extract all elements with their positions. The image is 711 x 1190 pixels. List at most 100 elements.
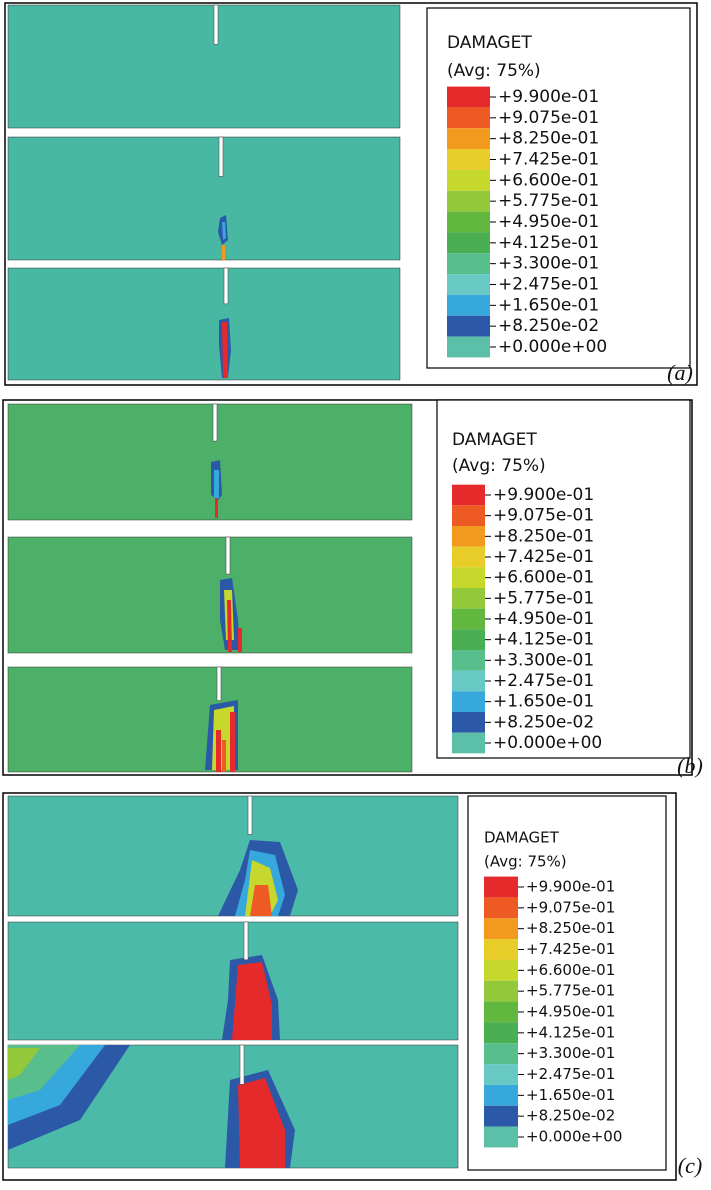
legend-swatch — [452, 567, 485, 588]
notch — [217, 667, 221, 701]
specimen-strip — [8, 137, 400, 260]
legend-level: +2.475e-01 — [498, 275, 599, 295]
legend-level: +9.075e-01 — [498, 108, 599, 128]
legend-level: +6.600e-01 — [498, 170, 599, 190]
legend-level: +8.250e-02 — [526, 1107, 615, 1125]
legend-swatch — [447, 274, 490, 295]
legend-swatch — [447, 128, 490, 149]
legend-level: +7.425e-01 — [526, 940, 615, 958]
notch — [213, 404, 217, 441]
notch — [248, 796, 252, 834]
legend-swatch — [452, 712, 485, 733]
specimen-strip — [8, 5, 400, 128]
panel-label: (c) — [678, 1153, 702, 1178]
legend-level: +4.950e-01 — [498, 212, 599, 232]
legend-level: +8.250e-01 — [526, 919, 615, 937]
damage-zone — [216, 730, 221, 772]
legend-swatch — [452, 526, 485, 547]
legend-level: +9.900e-01 — [526, 878, 615, 896]
legend-subtitle: (Avg: 75%) — [484, 853, 567, 871]
legend-swatch — [452, 671, 485, 692]
legend-swatch — [484, 1022, 518, 1043]
legend-level: +0.000e+00 — [526, 1128, 622, 1146]
legend-level: +8.250e-01 — [498, 129, 599, 149]
notch — [219, 137, 223, 176]
legend-level: +9.075e-01 — [526, 898, 615, 916]
legend-swatch — [447, 212, 490, 233]
legend-level: +4.125e-01 — [526, 1023, 615, 1041]
legend-swatch — [447, 191, 490, 212]
damage-zone — [222, 740, 226, 772]
legend-level: +6.600e-01 — [493, 568, 594, 588]
legend-level: +4.125e-01 — [498, 233, 599, 253]
legend-swatch — [447, 253, 490, 274]
legend-level: +9.075e-01 — [493, 506, 594, 526]
legend-subtitle: (Avg: 75%) — [452, 456, 546, 476]
legend-level: +0.000e+00 — [498, 337, 607, 357]
legend-swatch — [452, 505, 485, 526]
legend-swatch — [452, 650, 485, 671]
legend-level: +8.250e-01 — [493, 526, 594, 546]
notch — [240, 1045, 244, 1084]
legend-level: +9.900e-01 — [498, 87, 599, 107]
notch — [226, 537, 230, 574]
legend-swatch — [484, 918, 518, 939]
legend-level: +5.775e-01 — [493, 588, 594, 608]
legend-level: +3.300e-01 — [526, 1044, 615, 1062]
damage-zone — [238, 628, 242, 652]
legend-level: +4.950e-01 — [493, 609, 594, 629]
legend-title: DAMAGET — [452, 430, 537, 450]
legend-level: +7.425e-01 — [498, 150, 599, 170]
specimen-strip — [8, 268, 400, 380]
legend-swatch — [447, 232, 490, 253]
legend-swatch — [452, 691, 485, 712]
legend-swatch — [447, 149, 490, 170]
legend-swatch — [447, 170, 490, 191]
legend-swatch — [452, 733, 485, 754]
legend-level: +1.650e-01 — [493, 692, 594, 712]
damage-zone — [222, 245, 225, 260]
specimen-strip — [8, 537, 412, 653]
legend-swatch — [447, 107, 490, 128]
legend-level: +4.950e-01 — [526, 1003, 615, 1021]
legend-level: +8.250e-02 — [493, 712, 594, 732]
damage-zone — [230, 712, 235, 772]
legend-swatch — [447, 316, 490, 337]
legend-level: +2.475e-01 — [493, 671, 594, 691]
legend-subtitle: (Avg: 75%) — [447, 61, 541, 81]
legend-level: +5.775e-01 — [526, 982, 615, 1000]
notch — [244, 922, 248, 960]
damage-zone — [222, 322, 228, 378]
panel-label: (b) — [677, 753, 703, 778]
legend-level: +3.300e-01 — [498, 254, 599, 274]
legend-level: +7.425e-01 — [493, 547, 594, 567]
legend-swatch — [452, 609, 485, 630]
notch — [224, 268, 228, 304]
legend-level: +6.600e-01 — [526, 961, 615, 979]
legend-level: +8.250e-02 — [498, 316, 599, 336]
legend-swatch — [484, 960, 518, 981]
legend-swatch — [484, 1064, 518, 1085]
legend-swatch — [452, 629, 485, 650]
legend-swatch — [484, 1127, 518, 1148]
notch — [214, 5, 218, 44]
legend-level: +0.000e+00 — [493, 733, 602, 753]
specimen-strip — [8, 404, 412, 520]
panel-label: (a) — [667, 360, 693, 385]
legend-level: +1.650e-01 — [526, 1086, 615, 1104]
legend-swatch — [484, 939, 518, 960]
legend-swatch — [447, 337, 490, 358]
legend-swatch — [447, 87, 490, 108]
legend-swatch — [452, 485, 485, 506]
legend-level: +9.900e-01 — [493, 485, 594, 505]
legend-level: +4.125e-01 — [493, 630, 594, 650]
legend-level: +5.775e-01 — [498, 191, 599, 211]
legend-swatch — [484, 897, 518, 918]
legend-swatch — [452, 588, 485, 609]
legend-level: +3.300e-01 — [493, 650, 594, 670]
legend-level: +1.650e-01 — [498, 295, 599, 315]
legend-title: DAMAGET — [484, 829, 560, 847]
legend-swatch — [484, 1085, 518, 1106]
legend-swatch — [484, 1043, 518, 1064]
legend-swatch — [452, 547, 485, 568]
